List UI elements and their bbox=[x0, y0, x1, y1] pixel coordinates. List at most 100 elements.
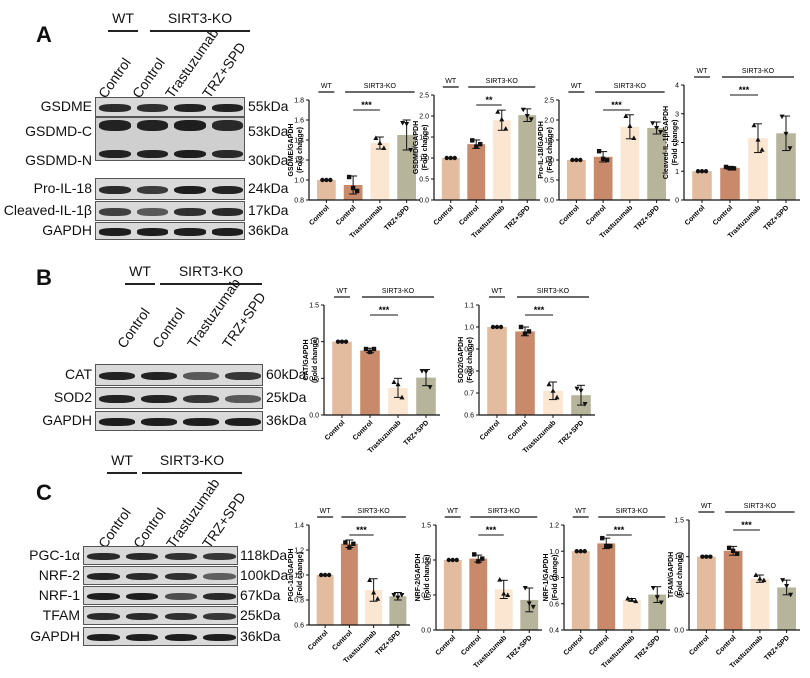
data-point-marker bbox=[784, 584, 790, 589]
bar bbox=[494, 589, 513, 630]
data-point-marker bbox=[600, 156, 606, 161]
protein-band bbox=[99, 208, 131, 216]
data-point-marker bbox=[751, 122, 757, 128]
y-tick-label: 1.6 bbox=[294, 118, 304, 125]
bar bbox=[776, 133, 796, 200]
y-tick-label: 2 bbox=[675, 140, 679, 147]
protein-band bbox=[87, 572, 120, 581]
protein-band bbox=[164, 572, 198, 581]
y-tick-label: 0.5 bbox=[309, 376, 319, 383]
panel-letter-c: C bbox=[36, 480, 52, 505]
data-point-marker bbox=[452, 155, 457, 161]
y-tick-label: 0.5 bbox=[544, 178, 554, 185]
data-point-marker bbox=[419, 369, 425, 374]
lane-label: Control bbox=[128, 54, 168, 101]
bar bbox=[492, 120, 511, 200]
data-point-marker bbox=[478, 141, 483, 147]
group-label-wt: WT bbox=[111, 452, 133, 468]
bar bbox=[515, 331, 535, 415]
y-tick-label: 1.0 bbox=[294, 178, 304, 185]
lane-label: Control bbox=[148, 304, 188, 351]
kda-label: 25kDa bbox=[240, 606, 281, 623]
group-label-sirt3-ko: SIRT3-KO bbox=[616, 508, 649, 515]
protein-label: GSDMD-N bbox=[25, 152, 92, 168]
group-line-sirt3-ko bbox=[150, 30, 250, 32]
blot-strip-gsdme bbox=[95, 97, 245, 117]
group-label-sirt3-ko: SIRT3-KO bbox=[159, 452, 225, 468]
data-point-marker bbox=[574, 157, 579, 163]
y-axis-label: NRF-2/GAPDH bbox=[415, 554, 422, 602]
y-axis-label: (Fold change) bbox=[672, 120, 679, 166]
data-point-marker bbox=[346, 174, 352, 180]
group-label-sirt3-ko: SIRT3-KO bbox=[537, 288, 570, 295]
bar-chart-pgc-1-: Control ControlTrastuzumabTRZ+SPD0.60.81.… bbox=[288, 508, 410, 665]
y-tick-label: 1.0 bbox=[464, 325, 474, 332]
protein-band bbox=[99, 228, 131, 236]
group-label-wt: WT bbox=[697, 68, 709, 75]
protein-label: GAPDH bbox=[42, 412, 92, 428]
data-point-marker bbox=[755, 137, 761, 142]
y-tick-label: 1.0 bbox=[549, 549, 559, 556]
protein-band bbox=[164, 612, 198, 621]
y-tick-label: 0.7 bbox=[464, 391, 474, 398]
y-tick-label: 1.2 bbox=[294, 158, 304, 165]
blot-strip-nrf-1 bbox=[83, 586, 238, 605]
data-point-marker bbox=[367, 577, 373, 582]
y-tick-label: 0.8 bbox=[294, 198, 304, 205]
protein-label: Pro-IL-18 bbox=[33, 180, 92, 196]
y-tick-label: 1.0 bbox=[674, 554, 684, 561]
y-tick-label: 4 bbox=[675, 83, 679, 90]
y-tick-label: 1.5 bbox=[544, 138, 554, 145]
protein-band bbox=[225, 371, 261, 381]
protein-band bbox=[203, 572, 236, 581]
protein-label: GAPDH bbox=[42, 222, 92, 238]
y-tick-label: 2.5 bbox=[544, 98, 554, 105]
protein-band bbox=[99, 371, 135, 381]
y-tick-label: 1.5 bbox=[419, 135, 429, 142]
bar bbox=[750, 578, 770, 630]
data-point-marker bbox=[726, 545, 732, 551]
protein-band bbox=[125, 552, 159, 561]
data-point-marker bbox=[779, 114, 785, 120]
data-point-marker bbox=[318, 572, 324, 578]
blot-strip-gapdh bbox=[95, 411, 263, 431]
protein-band bbox=[125, 633, 159, 642]
protein-label: PGC-1α bbox=[29, 546, 80, 563]
group-label-sirt3-ko: SIRT3-KO bbox=[486, 78, 519, 85]
data-point-marker bbox=[788, 592, 794, 598]
y-tick-label: 1.2 bbox=[294, 548, 304, 555]
data-point-marker bbox=[391, 379, 397, 384]
data-point-marker bbox=[343, 339, 349, 344]
y-tick-label: 1.4 bbox=[294, 138, 304, 145]
protein-band bbox=[211, 208, 243, 216]
group-label-sirt3-ko: SIRT3-KO bbox=[744, 503, 777, 510]
x-tick-label: Control bbox=[479, 419, 502, 442]
y-axis-label: (Fold change) bbox=[552, 555, 559, 601]
data-point-marker bbox=[354, 188, 360, 194]
data-point-marker bbox=[578, 388, 584, 394]
significance-stars: *** bbox=[534, 305, 545, 315]
data-point-marker bbox=[495, 109, 501, 114]
data-point-marker bbox=[753, 572, 759, 577]
protein-band bbox=[203, 592, 236, 601]
data-point-marker bbox=[324, 177, 329, 183]
data-point-marker bbox=[476, 559, 481, 564]
blot-strip-sod2 bbox=[95, 387, 263, 409]
blot-strip-gapdh bbox=[95, 222, 245, 240]
group-label-sirt3-ko: SIRT3-KO bbox=[358, 508, 391, 515]
data-point-marker bbox=[623, 113, 629, 118]
protein-band bbox=[203, 633, 236, 642]
group-label-wt: WT bbox=[447, 508, 459, 515]
protein-band bbox=[211, 185, 243, 195]
bar bbox=[518, 115, 537, 200]
y-tick-label: 0.8 bbox=[549, 575, 559, 582]
protein-band bbox=[183, 418, 219, 426]
x-tick-label: TRZ+SPD bbox=[403, 419, 431, 447]
protein-band bbox=[183, 371, 219, 381]
protein-band bbox=[125, 592, 159, 601]
protein-band bbox=[174, 104, 206, 112]
data-point-marker bbox=[448, 155, 453, 161]
y-axis-label: (Fold change) bbox=[547, 127, 554, 173]
data-point-marker bbox=[395, 381, 401, 387]
data-point-marker bbox=[723, 164, 729, 170]
